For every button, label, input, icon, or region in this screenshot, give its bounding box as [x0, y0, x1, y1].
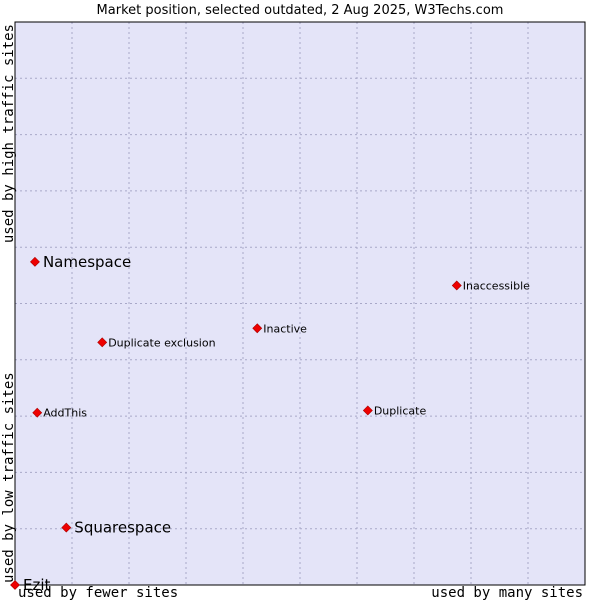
data-point-marker — [97, 337, 108, 348]
data-point-label: Inaccessible — [463, 279, 530, 292]
y-axis-label-bottom: used by low traffic sites — [1, 372, 17, 583]
x-axis-label-left: used by fewer sites — [18, 585, 178, 600]
data-point-label: AddThis — [43, 407, 87, 420]
grid-lines — [15, 22, 585, 585]
plot-border — [14, 21, 586, 586]
data-point-marker — [32, 407, 43, 418]
data-point-marker — [362, 405, 373, 416]
chart-title: Market position, selected outdated, 2 Au… — [97, 3, 504, 18]
x-axis-label-right: used by many sites — [431, 585, 583, 600]
data-points: Namespace Inaccessible Inactive Duplicate e… — [10, 253, 530, 594]
y-axis-label-top: used by high traffic sites — [1, 24, 17, 243]
data-point-label: Namespace — [43, 253, 131, 271]
data-point-label: Ezit — [23, 576, 51, 594]
data-point-marker — [10, 580, 20, 590]
data-point-label: Duplicate exclusion — [108, 336, 215, 349]
data-point-label: Inactive — [263, 322, 307, 335]
data-point-label: Squarespace — [74, 519, 171, 537]
data-point-marker — [451, 280, 462, 291]
data-point-marker — [30, 256, 40, 267]
data-point-label: Duplicate — [374, 404, 427, 417]
data-point-marker — [61, 522, 72, 533]
data-point-marker — [252, 323, 263, 334]
